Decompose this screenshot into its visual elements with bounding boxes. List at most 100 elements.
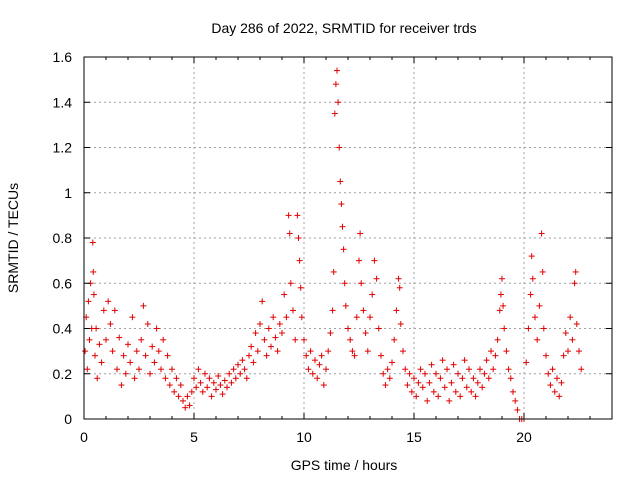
y-tick-labels: 0 0.2 0.4 0.6 0.8 1 1.2 1.4 1.6 [53,49,73,427]
data-point [413,393,420,400]
data-point [125,341,131,348]
data-point [373,275,380,282]
data-point [312,357,318,364]
data-point [528,253,535,260]
data-point [149,343,156,350]
data-point [243,375,250,382]
data-point [210,379,217,386]
data-point [122,370,129,377]
data-point [406,370,413,377]
data-point [382,382,389,389]
data-point [439,357,446,364]
data-point [147,370,153,377]
data-point [400,348,406,355]
data-point [457,393,464,400]
data-point [332,81,339,88]
data-point [572,268,579,275]
axis-ticks [83,56,613,420]
data-point [107,320,114,327]
data-point [360,307,367,314]
data-point [118,382,125,389]
data-point [270,314,277,321]
data-point [529,275,536,282]
data-point [402,366,409,373]
data-point [309,370,316,377]
data-point [573,320,580,327]
data-point [396,284,403,291]
data-point [565,348,571,355]
data-point [500,302,507,309]
data-point [316,361,323,368]
data-point [94,375,101,382]
data-point [393,307,400,314]
data-point [358,280,365,287]
data-point [525,325,532,332]
data-point [314,375,321,382]
data-point [444,366,450,373]
data-point [337,178,344,185]
data-point [268,343,274,350]
data-point [330,268,337,275]
data-point [340,246,347,253]
data-point [171,388,178,395]
data-point [345,325,351,332]
data-point [138,336,145,343]
data-point [341,280,348,287]
x-axis-title: GPS time / hours [291,457,398,473]
data-point [514,406,521,413]
data-point [224,384,230,391]
data-point [111,307,118,314]
data-point [503,348,510,355]
data-point [100,307,107,314]
data-point [540,325,547,332]
data-point [481,370,488,377]
data-point [334,67,340,74]
y-tick-label: 0 [64,411,72,427]
data-point [292,336,299,343]
data-point [204,384,211,391]
data-point [327,330,334,337]
data-point [505,366,512,373]
data-point [297,284,304,291]
x-tick-labels: 0 5 10 15 20 [80,429,532,445]
data-point [241,366,248,373]
data-point [422,370,428,377]
data-point [488,348,494,355]
data-point [301,336,307,343]
data-point [82,348,89,355]
data-point [543,352,549,359]
data-point [397,320,404,327]
data-point [272,334,279,341]
data-point [468,388,475,395]
data-point [448,379,455,386]
data-point [466,366,472,373]
plot-frame [83,56,613,420]
data-point [441,384,448,391]
data-point [378,352,384,359]
data-point [331,110,338,117]
data-point [90,291,97,298]
data-point [173,375,180,382]
x-tick-label: 15 [406,429,422,445]
y-tick-label: 1.4 [53,94,73,110]
data-point [389,359,395,366]
data-point [408,388,415,395]
data-point [539,268,546,275]
data-point [329,307,336,314]
data-point [127,359,134,366]
data-point [562,330,569,337]
data-point [221,377,228,384]
data-point [415,379,422,386]
data-point [336,144,343,151]
data-point [281,291,288,298]
data-point [295,235,302,241]
y-tick-label: 1 [64,185,72,201]
data-point [114,366,120,373]
data-point [129,314,136,321]
data-point [569,336,576,343]
data-point [276,320,283,327]
data-point [576,348,582,355]
y-tick-label: 1.6 [53,49,73,65]
data-point [571,280,578,287]
data-point [357,230,364,237]
